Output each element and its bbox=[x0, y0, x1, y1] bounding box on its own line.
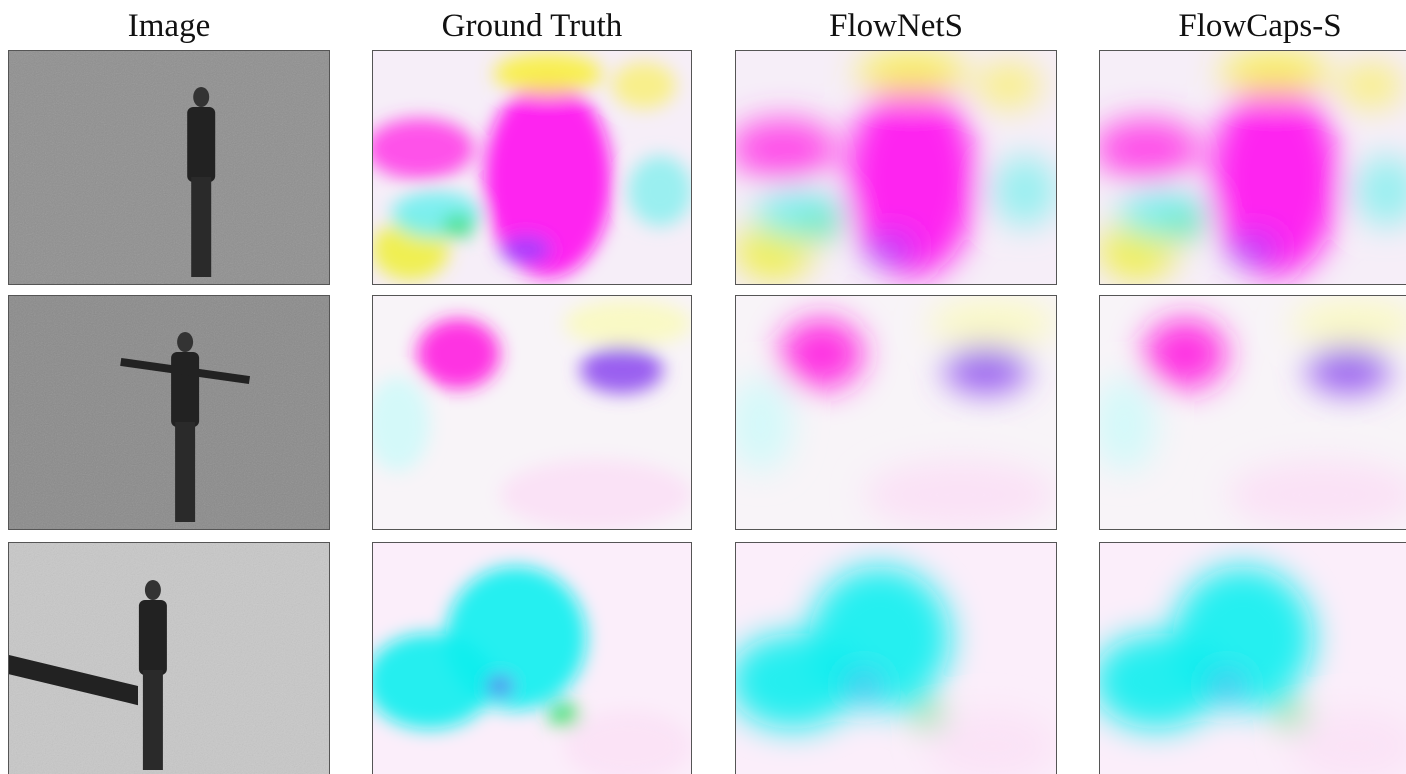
head bbox=[145, 580, 161, 600]
flow-blob bbox=[729, 377, 793, 471]
flow-blob bbox=[864, 236, 916, 264]
column-title: Ground Truth bbox=[442, 8, 623, 44]
flow-blob bbox=[548, 703, 580, 727]
legs bbox=[143, 670, 163, 770]
flow-blob bbox=[993, 156, 1057, 227]
flow-blob bbox=[1227, 236, 1278, 264]
head bbox=[177, 332, 193, 352]
torso bbox=[139, 600, 167, 675]
flow-blob bbox=[1093, 118, 1202, 179]
flow-blob bbox=[857, 52, 966, 94]
flow-image bbox=[1093, 295, 1406, 530]
flow-blob bbox=[780, 319, 864, 390]
flow-blob bbox=[1144, 319, 1227, 390]
flow-blob bbox=[1093, 633, 1221, 729]
flow-blob bbox=[806, 215, 838, 239]
legs bbox=[175, 422, 195, 522]
flow-blob bbox=[851, 676, 877, 695]
page: Image Ground Truth FlowNetS FlowCaps-S (… bbox=[0, 0, 1406, 774]
column-title: FlowNetS bbox=[829, 8, 963, 44]
flow-image bbox=[366, 50, 692, 285]
flow-blob bbox=[1221, 52, 1330, 94]
flow-blob bbox=[564, 300, 692, 347]
flow-blob bbox=[500, 236, 551, 264]
flow-blob bbox=[417, 319, 500, 390]
flow-blob bbox=[442, 215, 474, 239]
flow-blob bbox=[928, 300, 1057, 347]
flow-blob bbox=[1093, 377, 1157, 471]
flow-blob bbox=[500, 460, 692, 531]
flow-blob bbox=[366, 118, 475, 179]
texture bbox=[8, 295, 330, 530]
flow-blob bbox=[366, 377, 430, 471]
column-title: FlowCaps-S bbox=[1178, 8, 1341, 44]
panels bbox=[8, 50, 1406, 774]
input-image bbox=[8, 50, 330, 285]
flow-blob bbox=[1339, 62, 1403, 109]
flow-blob bbox=[487, 676, 513, 695]
flow-image bbox=[729, 542, 1057, 774]
figure: Image Ground Truth FlowNetS FlowCaps-S bbox=[0, 0, 1406, 774]
flow-image bbox=[366, 542, 692, 774]
torso bbox=[187, 107, 215, 182]
flow-image bbox=[1093, 50, 1406, 285]
flow-blob bbox=[1214, 676, 1240, 695]
flow-blob bbox=[944, 347, 1028, 394]
flow-blob bbox=[580, 347, 663, 394]
flow-blob bbox=[864, 460, 1057, 531]
input-image bbox=[8, 295, 330, 530]
flow-blob bbox=[628, 156, 692, 227]
head bbox=[193, 87, 209, 107]
legs bbox=[191, 177, 211, 277]
flow-blob bbox=[612, 62, 676, 109]
flow-blob bbox=[494, 52, 603, 94]
flow-blob bbox=[729, 633, 858, 729]
flow-blob bbox=[977, 62, 1041, 109]
texture bbox=[8, 50, 330, 285]
flow-image bbox=[366, 295, 692, 530]
texture bbox=[8, 542, 330, 774]
flow-blob bbox=[1307, 347, 1390, 394]
flow-blob bbox=[366, 633, 494, 729]
flow-blob bbox=[1275, 703, 1307, 727]
flow-blob bbox=[912, 703, 944, 727]
flow-blob bbox=[729, 118, 838, 179]
torso bbox=[171, 352, 199, 427]
flow-image bbox=[729, 295, 1057, 530]
column-title: Image bbox=[128, 8, 210, 44]
input-image bbox=[8, 542, 330, 774]
flow-image bbox=[1093, 542, 1406, 774]
flow-image bbox=[729, 50, 1057, 285]
flow-blob bbox=[1169, 215, 1201, 239]
